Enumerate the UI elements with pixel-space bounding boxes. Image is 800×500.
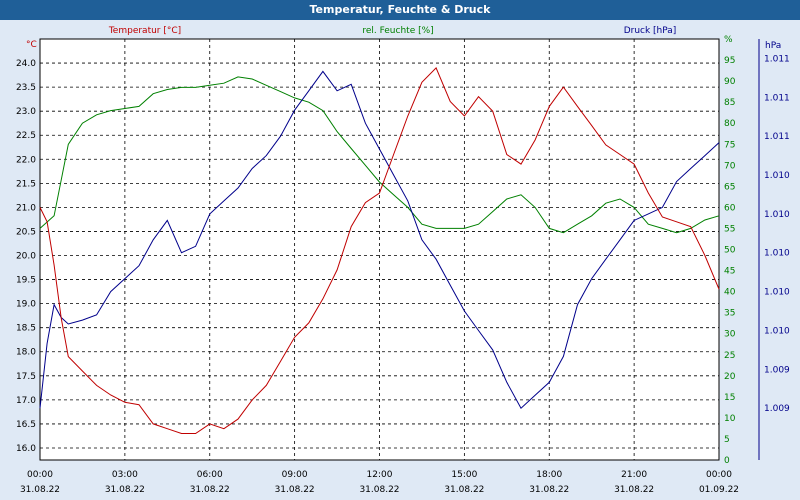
tick-label-humidity: 50 [724,246,736,256]
tick-label-time: 12:00 [367,470,393,480]
tick-label-humidity: 45 [724,267,735,277]
tick-label-time: 06:00 [197,470,223,480]
tick-label-humidity: 80 [724,119,736,129]
tick-label-pressure: 1.011 [764,132,790,142]
tick-label-humidity: 40 [724,288,736,298]
tick-label-date: 31.08.22 [190,485,230,495]
window-title: Temperatur, Feuchte & Druck [0,0,800,20]
tick-label-pressure: 1.009 [764,404,790,414]
tick-label-temperature: 20.0 [16,252,36,262]
tick-label-humidity: 35 [724,309,735,319]
tick-label-pressure: 1.010 [764,326,790,336]
tick-label-humidity: 15 [724,393,735,403]
tick-label-humidity: % [724,35,733,45]
tick-label-date: 31.08.22 [275,485,315,495]
series-line-pressure [39,70,720,410]
tick-label-humidity: 20 [724,372,736,382]
tick-label-time: 18:00 [536,470,562,480]
tick-label-humidity: 25 [724,351,735,361]
tick-label-temperature: 16.5 [16,420,36,430]
tick-label-temperature: 21.0 [16,203,36,213]
tick-label-temperature: 17.5 [16,372,36,382]
tick-label-pressure: 1.010 [764,171,790,181]
tick-label-humidity: 30 [724,330,736,340]
tick-label-pressure: 1.011 [764,54,790,64]
tick-label-date: 31.08.22 [444,485,484,495]
tick-label-date: 31.08.22 [529,485,569,495]
tick-label-humidity: 65 [724,182,735,192]
tick-label-temperature: 20.5 [16,227,36,237]
legend-temperature: Temperatur [°C] [108,26,181,36]
tick-label-temperature: 23.0 [16,107,36,117]
tick-label-temperature: 21.5 [16,179,36,189]
tick-label-humidity: 90 [724,77,736,87]
tick-label-pressure: 1.010 [764,210,790,220]
tick-label-time: 21:00 [621,470,647,480]
tick-label-time: 00:00 [27,470,53,480]
tick-label-humidity: 70 [724,161,736,171]
series-line-temperature [39,67,720,434]
tick-label-temperature: 23.5 [16,83,36,93]
tick-label-date: 31.08.22 [105,485,145,495]
tick-label-date: 31.08.22 [359,485,399,495]
tick-label-date: 31.08.22 [614,485,654,495]
tick-label-time: 09:00 [282,470,308,480]
tick-label-temperature: 17.0 [16,396,36,406]
tick-label-temperature: 18.0 [16,348,36,358]
tick-label-pressure: 1.010 [764,288,790,298]
tick-label-pressure: 1.011 [764,93,790,103]
tick-label-pressure: 1.010 [764,249,790,259]
legend-humidity: rel. Feuchte [%] [362,26,433,36]
tick-label-temperature: 24.0 [16,59,36,69]
tick-label-temperature: 19.0 [16,300,36,310]
tick-label-time: 00:00 [706,470,732,480]
tick-label-humidity: 60 [724,203,736,213]
tick-label-time: 03:00 [112,470,138,480]
axis-unit-temperature: °C [26,40,37,50]
tick-label-date: 01.09.22 [699,485,739,495]
tick-label-temperature: 19.5 [16,276,36,286]
tick-label-temperature: 16.0 [16,444,36,454]
tick-label-temperature: 22.5 [16,131,36,141]
axis-unit-pressure: hPa [765,41,781,51]
legend-pressure: Druck [hPa] [624,26,677,36]
tick-label-pressure: 1.009 [764,365,790,375]
tick-label-humidity: 85 [724,98,735,108]
tick-label-humidity: 95 [724,56,735,66]
series-line-humidity [39,76,720,234]
tick-label-temperature: 18.5 [16,324,36,334]
tick-label-humidity: 10 [724,414,736,424]
tick-label-humidity: 5 [724,435,730,445]
tick-label-time: 15:00 [451,470,477,480]
tick-label-date: 31.08.22 [20,485,60,495]
tick-label-temperature: 22.0 [16,155,36,165]
tick-label-humidity: 55 [724,224,735,234]
tick-label-humidity: 0 [724,456,730,466]
tick-label-humidity: 75 [724,140,735,150]
